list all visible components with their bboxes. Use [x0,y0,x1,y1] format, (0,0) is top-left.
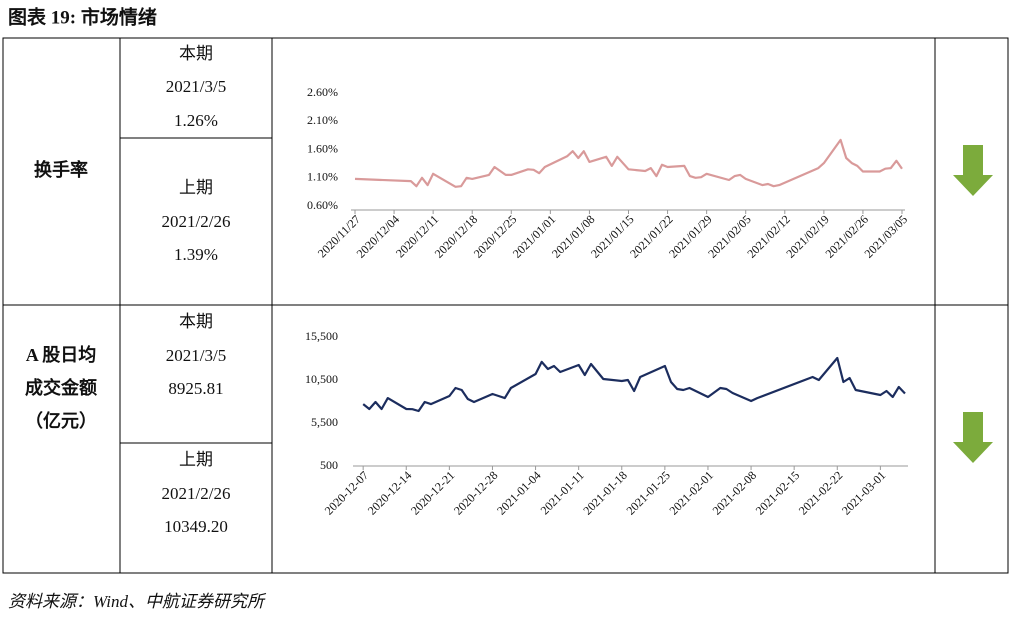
y-tick-label: 2.60% [307,85,338,99]
cell-text: 1.39% [174,245,218,264]
row-label: 换手率 [34,159,88,180]
x-tick-label: 2021-02-01 [667,468,716,517]
data-line [354,138,903,188]
cell-text: 2021/3/5 [166,346,226,365]
cell-text: 10349.20 [164,517,228,536]
x-tick-label: 2020-12-07 [322,468,371,517]
y-tick-label: 5,500 [311,415,338,429]
y-tick-label: 1.10% [307,170,338,184]
cell-text: 上期 [179,450,213,469]
row-label: A 股日均 [26,344,97,365]
cell-text: 本期 [179,312,213,331]
y-tick-label: 500 [320,458,338,472]
data-line [362,356,906,413]
x-tick-label: 2021-02-08 [710,468,759,517]
cell-text: 1.26% [174,111,218,130]
y-tick-label: 1.60% [307,141,338,155]
y-tick-label: 0.60% [307,198,338,212]
cell-text: 本期 [179,44,213,63]
source-note: 资料来源：Wind、中航证券研究所 [8,592,267,611]
x-tick-label: 2021-03-01 [839,468,888,517]
x-tick-label: 2020-12-21 [408,468,457,517]
x-tick-label: 2021/03/05 [862,212,911,261]
row-label: 成交金额 [25,377,97,398]
x-tick-label: 2021-01-25 [623,468,672,517]
x-tick-label: 2020-12-14 [365,468,414,517]
cell-text: 8925.81 [168,379,223,398]
cell-text: 上期 [179,178,213,197]
y-tick-label: 15,500 [305,329,338,343]
x-tick-label: 2021-01-11 [538,468,587,517]
row-label: （亿元） [25,410,97,431]
table-borders [2,37,1009,574]
cell-text: 2021/2/26 [162,212,231,231]
x-tick-label: 2021-02-22 [796,468,845,517]
x-tick-label: 2021-01-18 [580,468,629,517]
cell-text: 2021/2/26 [162,484,231,503]
x-tick-label: 2021-02-15 [753,468,802,517]
down-arrow [953,145,993,463]
figure-title: 图表 19: 市场情绪 [8,5,157,28]
cell-text: 2021/3/5 [166,77,226,96]
y-tick-label: 2.10% [307,113,338,127]
x-tick-label: 2021-01-04 [494,468,543,517]
x-tick-label: 2020-12-28 [451,468,500,517]
y-tick-label: 10,500 [305,372,338,386]
